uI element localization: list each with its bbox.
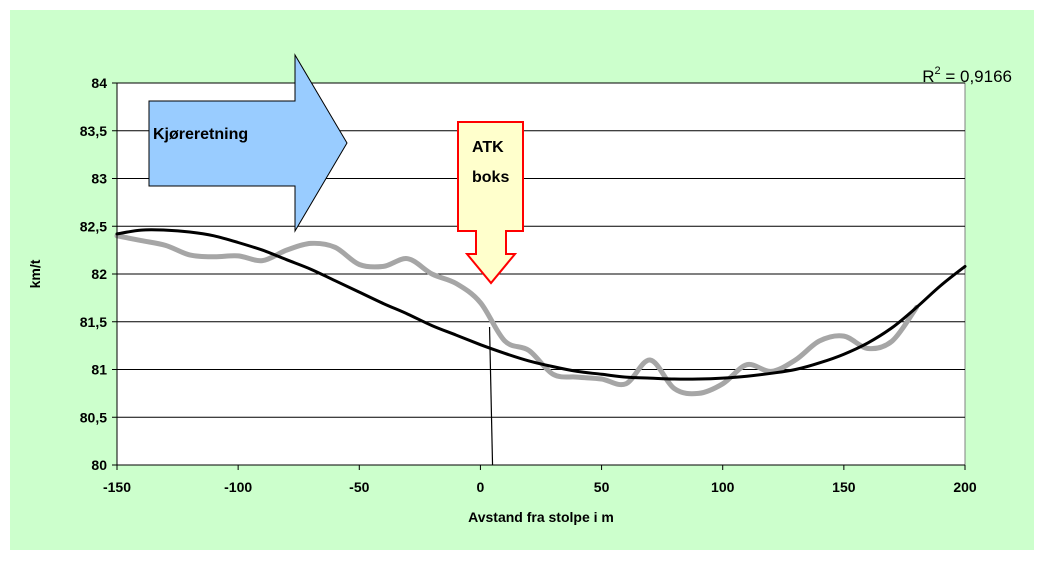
chart-frame: 80 80,5 81 81,5 82 82,5 83 83,5 84 -150 -100 -50 0 50… (10, 10, 1034, 550)
direction-label: Kjøreretning (153, 126, 248, 143)
y-tick-label: 81 (91, 362, 107, 378)
atk-label-line2: boks (472, 169, 509, 186)
line-chart: 80 80,5 81 81,5 82 82,5 83 83,5 84 -150 -100 -50 0 50… (27, 53, 1012, 525)
y-tick-label: 81,5 (80, 314, 107, 330)
y-tick-label: 82,5 (80, 218, 107, 234)
measured-speed-line (114, 233, 919, 397)
x-tick-label: 100 (711, 479, 735, 495)
x-tick-label: 150 (832, 479, 856, 495)
x-tick-label: -150 (103, 479, 131, 495)
annotation-layer: Kjøreretning ATK boks (148, 53, 524, 285)
x-tick-label: 50 (594, 479, 610, 495)
y-tick-label: 83,5 (80, 123, 107, 139)
direction-arrow-icon (148, 53, 348, 233)
y-axis-title: km/t (27, 259, 43, 288)
axes-layer: 80 80,5 81 81,5 82 82,5 83 83,5 84 -150 -100 -50 0 50… (80, 75, 977, 495)
atk-label-line1: ATK (472, 139, 504, 156)
y-tick-label: 83 (91, 171, 107, 187)
x-tick-label: -100 (224, 479, 252, 495)
x-tick-label: -50 (349, 479, 369, 495)
x-tick-label: 200 (953, 479, 977, 495)
y-tick-label: 80 (91, 457, 107, 473)
r-squared-label: R2 = 0,9166 (922, 65, 1012, 86)
series-layer (114, 228, 967, 466)
x-tick-label: 0 (477, 479, 485, 495)
y-tick-label: 84 (91, 75, 107, 91)
x-axis-title: Avstand fra stolpe i m (468, 509, 614, 525)
atk-box-callout (457, 121, 524, 285)
y-tick-label: 82 (91, 266, 107, 282)
atk-marker-line (488, 326, 494, 466)
y-tick-label: 80,5 (80, 409, 107, 425)
trendline (115, 228, 967, 381)
